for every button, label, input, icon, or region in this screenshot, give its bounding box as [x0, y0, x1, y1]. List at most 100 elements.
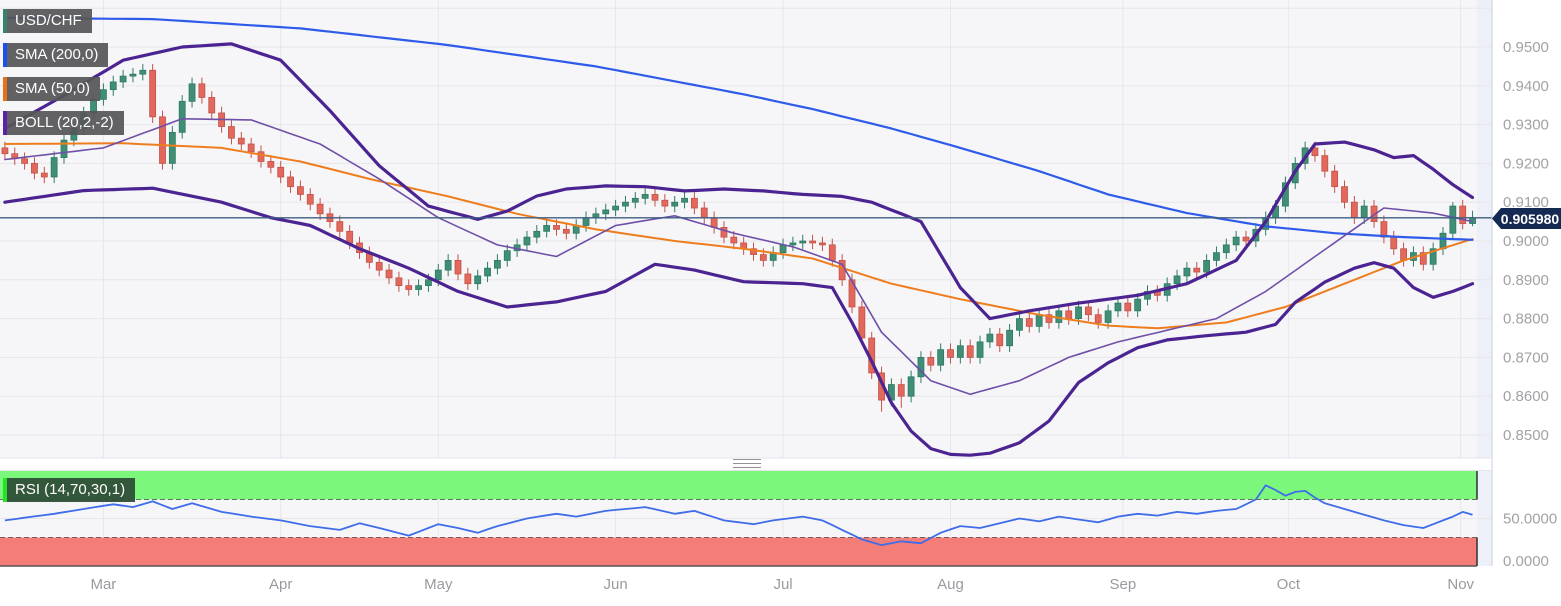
legend-chip-label: RSI (14,70,30,1) — [15, 481, 126, 498]
rsi-axis-tick-label: 50.0000 — [1503, 511, 1557, 528]
candle-body — [1419, 252, 1427, 265]
candle-body — [1449, 205, 1457, 234]
y-axis-tick-label: 0.8800 — [1503, 311, 1549, 328]
candle-body — [1104, 310, 1112, 323]
panel-resize-handle[interactable] — [733, 459, 761, 468]
handle-line-icon — [733, 467, 761, 468]
candle-body — [612, 205, 619, 211]
candle-body — [267, 161, 275, 168]
x-axis-month-label: Sep — [1110, 576, 1137, 593]
candle-body — [1439, 232, 1447, 250]
candle-body — [1350, 201, 1358, 219]
candle-body — [1360, 205, 1368, 219]
candle-body — [976, 341, 984, 358]
candle-body — [149, 69, 157, 118]
candle-body — [159, 116, 166, 164]
candle-body — [208, 97, 216, 114]
x-axis-month-label: Jul — [773, 576, 792, 593]
candle-body — [1242, 236, 1250, 242]
candle-body — [474, 275, 482, 285]
candle-body — [996, 333, 1004, 347]
candle-body — [1045, 314, 1053, 323]
y-axis-tick-label: 0.9000 — [1503, 233, 1549, 250]
candle-body — [1390, 236, 1398, 250]
candle-body — [375, 261, 383, 271]
candle-body — [1134, 298, 1142, 312]
candle-body — [454, 259, 462, 275]
candle-body — [1114, 302, 1122, 312]
legend-color-bar — [3, 77, 7, 101]
candle-body — [168, 131, 176, 164]
candle-body — [622, 201, 629, 207]
x-axis-labels: Mar Apr May Jun Jul Aug Sep Oct Nov — [90, 576, 1474, 593]
candle-body — [1193, 267, 1201, 273]
candle-body — [1213, 252, 1220, 261]
rsi-oversold-zone — [0, 537, 1477, 566]
candle-body — [1025, 318, 1033, 327]
candle-body — [21, 158, 29, 164]
x-axis-month-label: Oct — [1277, 576, 1301, 593]
legend-chip-label: SMA (50,0) — [15, 80, 91, 97]
candle-body — [503, 250, 511, 261]
candle-body — [750, 248, 757, 255]
candle-body — [277, 166, 285, 178]
legend-color-bar — [3, 111, 7, 135]
candle-body — [691, 197, 698, 209]
candle-body — [129, 73, 137, 77]
candle-body — [956, 345, 964, 358]
candle-body — [415, 285, 423, 290]
candle-body — [730, 236, 738, 244]
legend-chip-rsi[interactable]: RSI (14,70,30,1) — [3, 478, 136, 502]
candle-body — [395, 277, 403, 287]
candle-body — [1341, 186, 1348, 203]
candle-body — [1085, 306, 1092, 316]
legend-color-bar — [3, 478, 7, 502]
candle-body — [60, 139, 68, 158]
candle-body — [966, 345, 974, 358]
candle-body — [296, 186, 304, 195]
bollinger-middle-line — [4, 118, 1474, 396]
candle-body — [720, 227, 728, 238]
candle-body — [316, 203, 324, 215]
legend-chip-boll-20-2-2[interactable]: BOLL (20,2,-2) — [3, 111, 124, 135]
x-axis-month-label: Mar — [90, 576, 116, 593]
y-axis-tick-label: 0.8500 — [1503, 427, 1549, 444]
handle-line-icon — [733, 463, 761, 464]
y-axis-tick-label: 0.9100 — [1503, 194, 1549, 211]
candle-body — [602, 209, 610, 215]
candle-body — [1, 147, 9, 155]
candle-body — [897, 384, 905, 397]
candle-body — [1400, 248, 1407, 261]
rsi-axis-tick-label: 0.0000 — [1503, 553, 1549, 570]
legend-chip-sma-200-0[interactable]: SMA (200,0) — [3, 43, 109, 67]
candle-body — [641, 194, 649, 199]
right-margin-strip — [1477, 0, 1492, 458]
candle-body — [257, 151, 265, 162]
candle-body — [287, 176, 294, 188]
candle-body — [464, 273, 472, 285]
handle-line-icon — [733, 459, 761, 460]
candle-body — [799, 240, 807, 244]
candle-body — [700, 207, 708, 219]
x-axis-month-label: Jun — [604, 576, 628, 593]
y-axis-tick-label: 0.9400 — [1503, 78, 1549, 95]
candle-body — [425, 279, 432, 287]
legend-color-bar — [3, 9, 7, 33]
candle-body — [1035, 314, 1043, 327]
y-axis-tick-label: 0.9200 — [1503, 155, 1549, 172]
candle-body — [1459, 205, 1467, 224]
candle-body — [385, 269, 393, 279]
candle-body — [828, 244, 836, 261]
candle-body — [119, 75, 127, 83]
candle-body — [31, 162, 38, 174]
candle-body — [1232, 236, 1240, 246]
candle-body — [178, 100, 186, 133]
candle-body — [1016, 318, 1023, 331]
candle-body — [1429, 248, 1437, 265]
legend-chip-sma-50-0[interactable]: SMA (50,0) — [3, 77, 101, 101]
legend-chip-usd-chf[interactable]: USD/CHF — [3, 9, 92, 33]
candle-body — [562, 228, 570, 234]
candle-body — [986, 333, 994, 343]
candle-body — [306, 194, 314, 205]
